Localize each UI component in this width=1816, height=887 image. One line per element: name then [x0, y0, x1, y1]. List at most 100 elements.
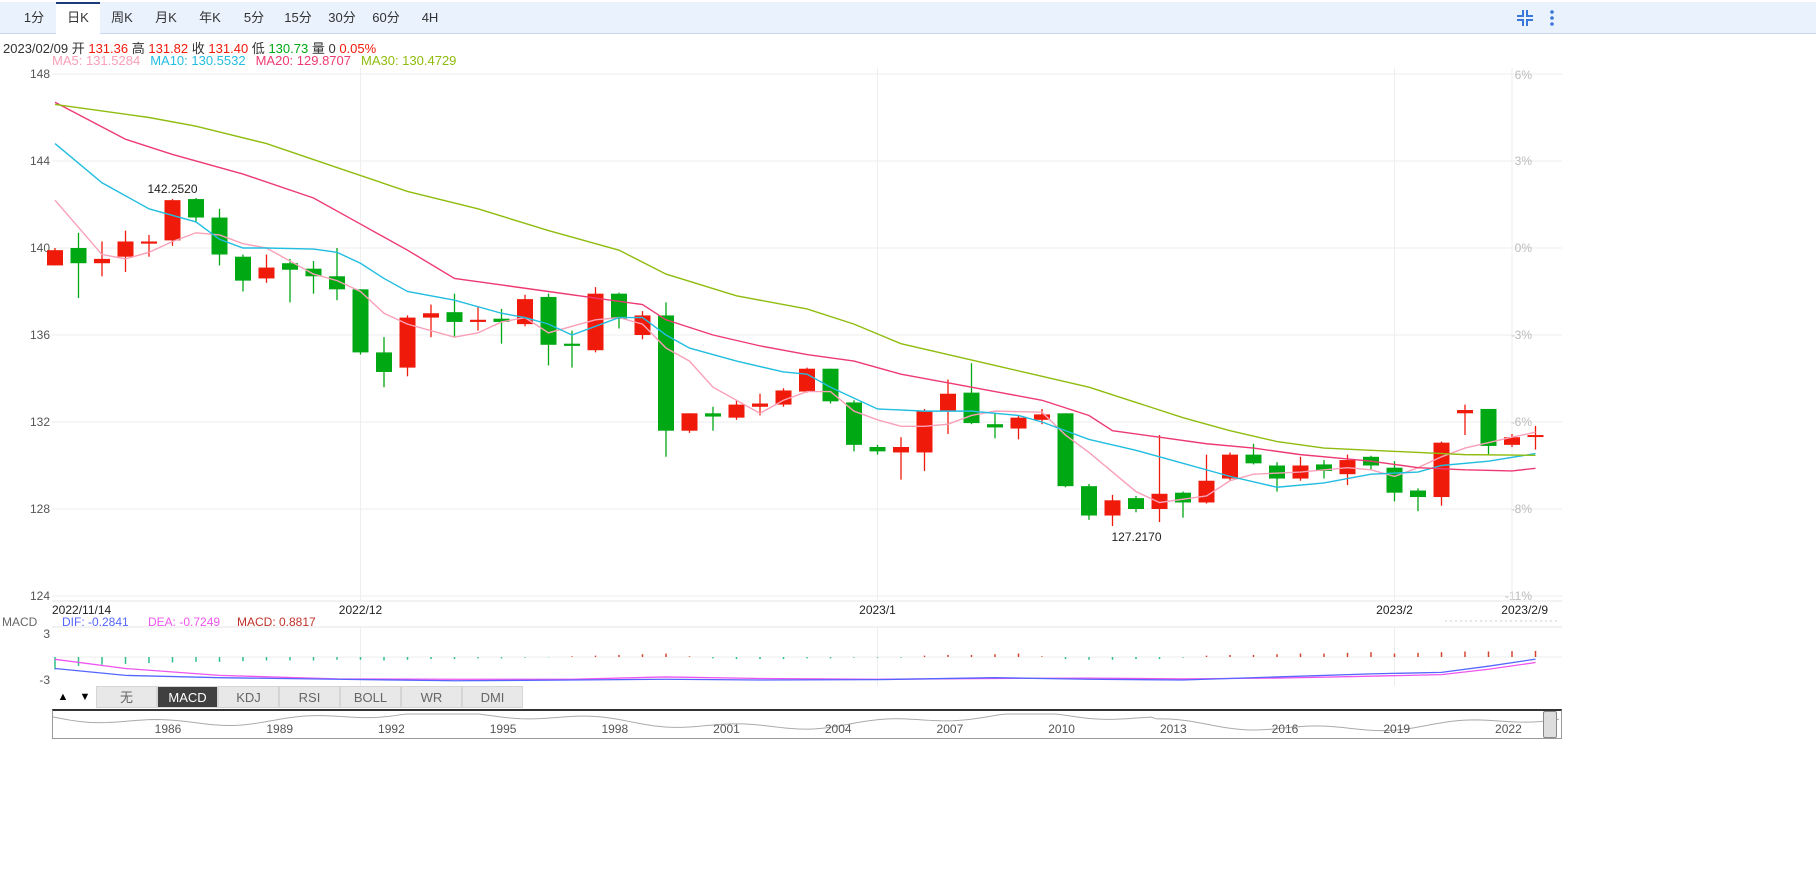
indicator-tab[interactable]: MACD — [157, 686, 218, 708]
macd-legend-macd: MACD: 0.8817 — [237, 615, 316, 629]
candle — [1104, 494, 1121, 527]
tab-period[interactable]: 年K — [199, 10, 221, 25]
candle-body — [916, 411, 933, 453]
tab-period[interactable]: 5分 — [243, 10, 265, 25]
tab-period[interactable]: 60分 — [372, 10, 400, 25]
candle-body — [235, 256, 251, 281]
ma-line-ma30 — [54, 103, 1536, 456]
tab-period[interactable]: 日K — [56, 2, 100, 35]
more-vertical-icon[interactable] — [1549, 9, 1555, 32]
candle — [94, 241, 110, 277]
candle — [235, 254, 251, 292]
candle — [1175, 491, 1191, 518]
candle-body — [540, 296, 557, 345]
candle-body — [1480, 408, 1497, 446]
candle — [1433, 441, 1450, 506]
candle-body — [282, 263, 298, 270]
candle — [352, 289, 369, 355]
candle-body — [893, 447, 909, 453]
dif-line — [54, 658, 1536, 682]
candle — [540, 293, 557, 366]
candle — [493, 308, 510, 344]
candle — [822, 368, 839, 404]
candle — [987, 413, 1003, 439]
candle-body — [1457, 410, 1473, 414]
macd-legend-dea: DEA: -0.7249 — [148, 615, 220, 629]
candle — [1151, 435, 1168, 523]
candle-body — [1527, 435, 1544, 438]
candle-body — [728, 404, 745, 418]
candle — [869, 444, 886, 455]
candle-body — [1104, 500, 1121, 516]
candle — [258, 254, 275, 283]
tab-period[interactable]: 30分 — [328, 10, 356, 25]
range-navigator[interactable]: 1986 1989 1992 1995 1998 2001 2004 2007 2010 2013… — [52, 709, 1562, 739]
candle-body — [305, 268, 322, 277]
candle-body — [775, 390, 792, 405]
scroll-up-button[interactable]: ▲ — [57, 691, 69, 703]
candle — [1128, 495, 1144, 513]
navigator-handle[interactable] — [1543, 711, 1557, 738]
pct-tick-label: -3% — [1511, 328, 1533, 342]
x-axis-label: 2023/2/9 — [1501, 603, 1548, 617]
candle-body — [141, 241, 157, 244]
candle — [329, 248, 345, 301]
indicator-tab[interactable]: 无 — [96, 686, 157, 708]
candle — [564, 330, 580, 368]
collapse-icon[interactable] — [1516, 9, 1534, 32]
navigator-year-label: 2004 — [825, 722, 852, 736]
tab-period[interactable]: 1分 — [23, 10, 45, 25]
candle-body — [1410, 490, 1426, 498]
indicator-tab[interactable]: DMI — [462, 686, 523, 708]
tab-period[interactable]: 月K — [155, 10, 177, 25]
candle-body — [1316, 464, 1332, 471]
indicator-tab[interactable]: BOLL — [340, 686, 401, 708]
candle-body — [799, 368, 815, 392]
close-label: 收 — [191, 41, 205, 56]
candle-body — [822, 368, 839, 402]
candle-body — [376, 352, 392, 372]
candlestick-chart[interactable]: 148 6%144 3%140 0%136 -3%132 -6%128 -8%124 -11%… — [0, 0, 1816, 709]
max-price-label: 142.2520 — [147, 182, 197, 196]
candle — [470, 306, 486, 331]
navigator-year-label: 1992 — [378, 722, 405, 736]
date: 2023/02/09 — [3, 41, 69, 56]
navigator-year-label: 1998 — [601, 722, 628, 736]
candle-body — [258, 267, 275, 279]
candle-body — [1386, 467, 1403, 493]
candle — [1292, 456, 1309, 481]
candle-body — [705, 413, 721, 417]
indicator-tab[interactable]: WR — [401, 686, 462, 708]
tab-period[interactable]: 15分 — [284, 10, 312, 25]
candle-body — [940, 393, 956, 412]
navigator-year-label: 2010 — [1048, 722, 1075, 736]
candle — [164, 199, 181, 246]
candle — [916, 408, 933, 471]
tab-period[interactable]: 周K — [111, 10, 133, 25]
indicator-tab[interactable]: RSI — [279, 686, 340, 708]
volume-label: 量 — [311, 41, 325, 56]
candle — [1081, 483, 1097, 520]
candle-body — [987, 424, 1003, 428]
candle — [70, 232, 87, 299]
candle — [1363, 455, 1379, 470]
scroll-down-button[interactable]: ▼ — [79, 691, 91, 703]
navigator-year-label: 1989 — [266, 722, 293, 736]
y-tick-label: 144 — [30, 154, 50, 168]
candle — [893, 437, 909, 480]
candle — [846, 400, 862, 452]
ohlc-info: 2023/02/09 开 131.36 高 131.82 收 131.40 低 … — [3, 38, 376, 57]
candle-body — [352, 289, 369, 353]
tab-period[interactable]: 4H — [421, 10, 439, 25]
candle — [728, 400, 745, 420]
candle-body — [1057, 413, 1074, 487]
candle-body — [446, 312, 463, 322]
indicator-tab[interactable]: KDJ — [218, 686, 279, 708]
candle-body — [1222, 454, 1238, 479]
candle-body — [493, 318, 510, 322]
candle-body — [869, 447, 886, 452]
candle-body — [846, 402, 862, 445]
change-percent: 0.05% — [339, 41, 377, 56]
navigator-year-label: 2022 — [1495, 722, 1522, 736]
candle-body — [611, 293, 627, 319]
